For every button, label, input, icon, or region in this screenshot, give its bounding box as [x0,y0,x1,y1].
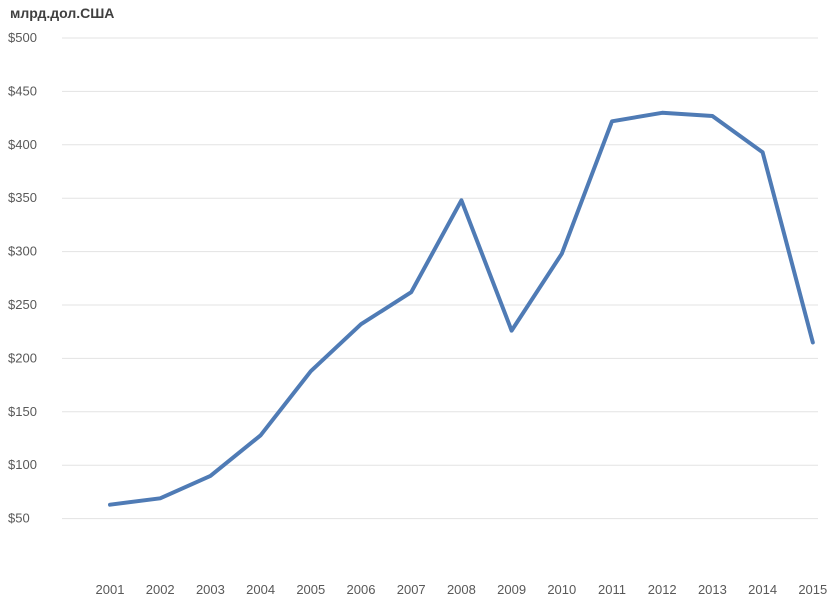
series-line [108,110,815,507]
x-tick-label: 2003 [196,582,225,597]
x-tick-label: 2002 [146,582,175,597]
y-tick-label: $200 [8,350,37,365]
x-tick-label: 2012 [648,582,677,597]
y-tick-label: $350 [8,190,37,205]
x-tick-label: 2014 [748,582,777,597]
y-tick-label: $300 [8,244,37,259]
x-tick-label: 2009 [497,582,526,597]
y-tick-label: $250 [8,297,37,312]
y-tick-label: $450 [8,83,37,98]
x-tick-label: 2011 [598,582,626,597]
x-tick-label: 2005 [296,582,325,597]
x-tick-label: 2008 [447,582,476,597]
y-tick-label: $400 [8,137,37,152]
y-tick-label: $500 [8,30,37,45]
y-axis-tick-labels: $50 $100 $150 $200 $250 $300 $350 $400 $450 $500 [8,30,37,526]
x-tick-label: 2007 [397,582,426,597]
x-tick-label: 2015 [798,582,827,597]
x-tick-label: 2013 [698,582,727,597]
x-tick-label: 2001 [96,582,125,597]
x-tick-label: 2006 [347,582,376,597]
x-axis-tick-labels: 2001 2002 2003 2004 2005 2006 2007 2008 2009 2010… [96,582,827,597]
series-group [108,110,815,507]
y-tick-label: $50 [8,511,30,526]
y-tick-label: $150 [8,404,37,419]
chart-unit-label: млрд.дол.США [10,5,114,21]
x-tick-label: 2004 [246,582,275,597]
y-tick-label: $100 [8,457,37,472]
gridlines [62,37,818,520]
x-tick-label: 2010 [547,582,576,597]
